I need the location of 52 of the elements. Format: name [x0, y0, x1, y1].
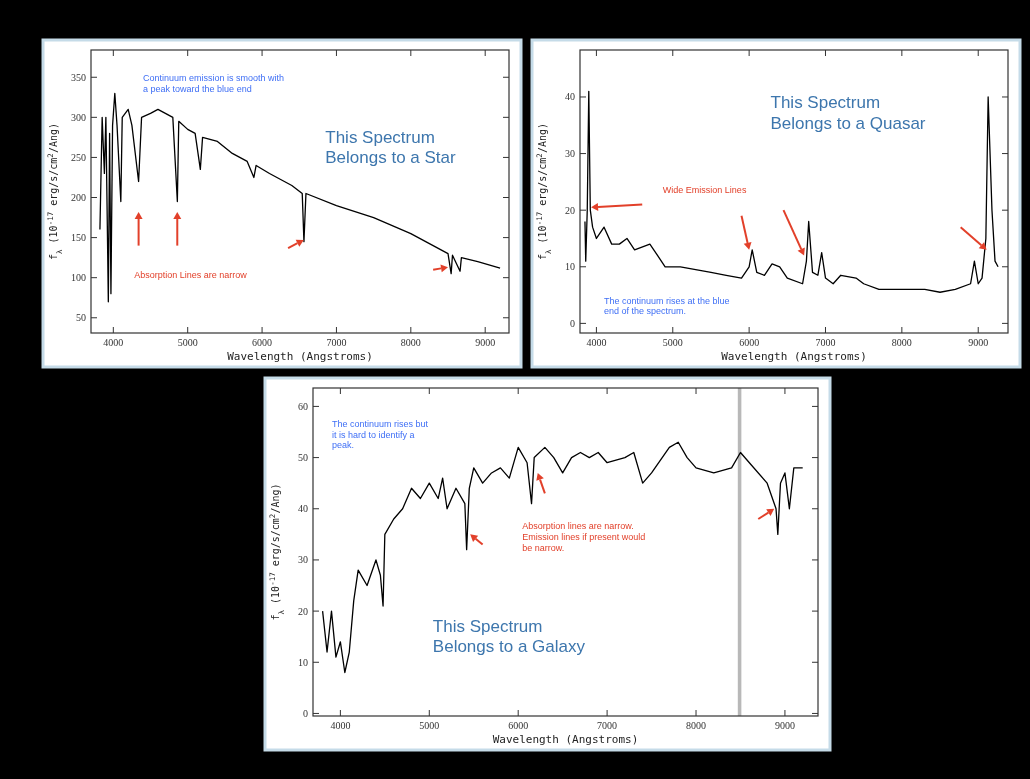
annotation: The continuum rises but it is hard to identify a peak.	[332, 418, 429, 451]
y-tick-label: 50	[76, 312, 86, 324]
y-tick-label: 0	[570, 317, 575, 329]
x-tick-label: 8000	[891, 337, 912, 348]
y-tick-label: 20	[298, 605, 308, 617]
x-tick-label: 9000	[475, 337, 496, 348]
x-tick-label: 4000	[586, 337, 607, 348]
x-tick-label: 7000	[326, 337, 347, 348]
x-tick-label: 7000	[597, 720, 618, 731]
y-tick-label: 60	[298, 400, 308, 412]
x-tick-label: 5000	[177, 337, 198, 348]
annotation: This Spectrum Belongs to a Quasar	[770, 93, 926, 133]
line-series	[99, 92, 501, 303]
y-tick-label: 30	[298, 554, 308, 566]
line-series	[584, 90, 999, 293]
annotation: This Spectrum Belongs to a Galaxy	[432, 616, 586, 656]
y-tick-label: 350	[71, 71, 86, 83]
y-tick-label: 200	[71, 192, 86, 204]
y-tick-label: 0	[303, 707, 308, 719]
annotation: Absorption Lines are narrow	[134, 269, 248, 280]
y-tick-label: 30	[565, 148, 575, 160]
x-tick-label: 4000	[103, 337, 124, 348]
x-tick-label: 8000	[686, 720, 707, 731]
x-tick-label: 4000	[330, 720, 351, 731]
y-tick-label: 10	[565, 261, 575, 273]
x-tick-label: 6000	[739, 337, 760, 348]
y-tick-label: 150	[71, 232, 86, 244]
x-tick-label: 6000	[508, 720, 529, 731]
x-tick-label: 8000	[400, 337, 421, 348]
x-tick-label: 9000	[968, 337, 989, 348]
y-tick-label: 40	[298, 503, 308, 515]
line-series	[321, 441, 804, 674]
y-tick-label: 100	[71, 272, 86, 284]
x-tick-label: 5000	[419, 720, 440, 731]
annotation: Wide Emission Lines	[662, 185, 747, 196]
annotation: Continuum emission is smooth with a peak toward the blue end	[143, 73, 285, 95]
y-tick-label: 10	[298, 656, 308, 668]
x-axis-title: Wavelength (Angstroms)	[492, 733, 639, 746]
y-tick-label: 300	[71, 111, 86, 123]
y-tick-label: 20	[565, 204, 575, 216]
x-axis-title: Wavelength (Angstroms)	[721, 350, 867, 363]
x-tick-label: 5000	[662, 337, 683, 348]
x-tick-label: 6000	[252, 337, 273, 348]
y-tick-label: 40	[565, 91, 575, 103]
x-axis-title: Wavelength (Angstroms)	[227, 350, 373, 363]
x-tick-label: 9000	[774, 720, 795, 731]
annotation: This Spectrum Belongs to a Star	[325, 128, 457, 168]
annotation: Absorption lines are narrow. Emission lines if present would be narrow.	[522, 521, 646, 553]
x-tick-label: 7000	[815, 337, 836, 348]
y-tick-label: 50	[298, 452, 308, 464]
annotation: The continuum rises at the blue end of the spectrum.	[604, 295, 730, 317]
y-tick-label: 250	[71, 151, 86, 163]
